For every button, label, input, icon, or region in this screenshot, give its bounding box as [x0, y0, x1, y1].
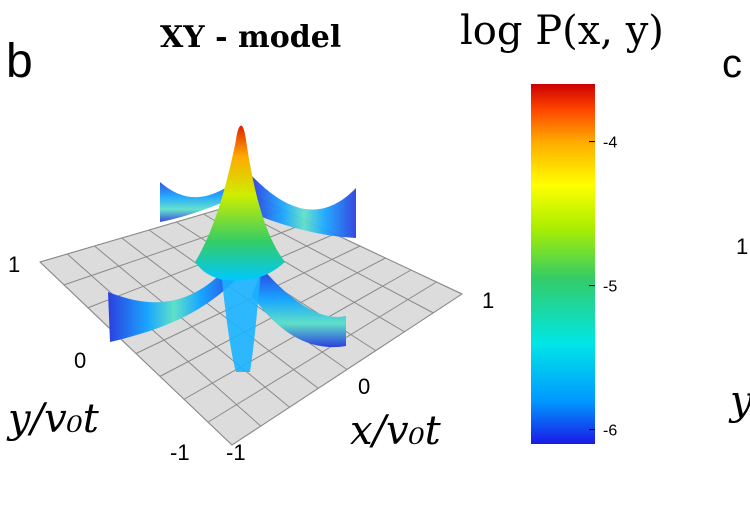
x-tick-label: 1: [482, 288, 495, 313]
y-tick-label: -1: [170, 440, 190, 465]
grid-line: [207, 281, 437, 423]
panel-label: b: [6, 35, 33, 88]
x-axis-label: x/v₀t: [350, 408, 441, 454]
surface-ridge-front-center: [220, 262, 262, 372]
surface-ridge-front-right: [252, 268, 346, 348]
surface-peak: [195, 125, 285, 281]
x-tick-label: -1: [226, 440, 246, 465]
next-panel-tick: 1: [736, 234, 749, 259]
y-axis-label: y/v₀t: [8, 396, 99, 442]
colorbar-tick-label: -6: [603, 423, 617, 440]
colorbar: [531, 84, 595, 444]
surface-ridge-back-right: [252, 176, 356, 238]
colorbar-ticks: -4 -5 -6: [589, 135, 617, 440]
next-panel-ylabel: y: [730, 378, 750, 424]
x-tick-label: 0: [358, 374, 371, 399]
surface-ridge-front-left: [108, 262, 240, 342]
grid-line: [231, 293, 463, 446]
colorbar-tick-label: -4: [603, 135, 617, 152]
next-panel-label: c: [722, 42, 742, 86]
colorbar-tick-label: -5: [603, 279, 617, 296]
y-tick-label: 1: [8, 252, 21, 277]
colorbar-title: log P(x, y): [460, 8, 664, 54]
surface-ridge-back-left: [160, 180, 238, 222]
chart-title: XY - model: [160, 20, 342, 55]
y-tick-label: 0: [74, 348, 87, 373]
